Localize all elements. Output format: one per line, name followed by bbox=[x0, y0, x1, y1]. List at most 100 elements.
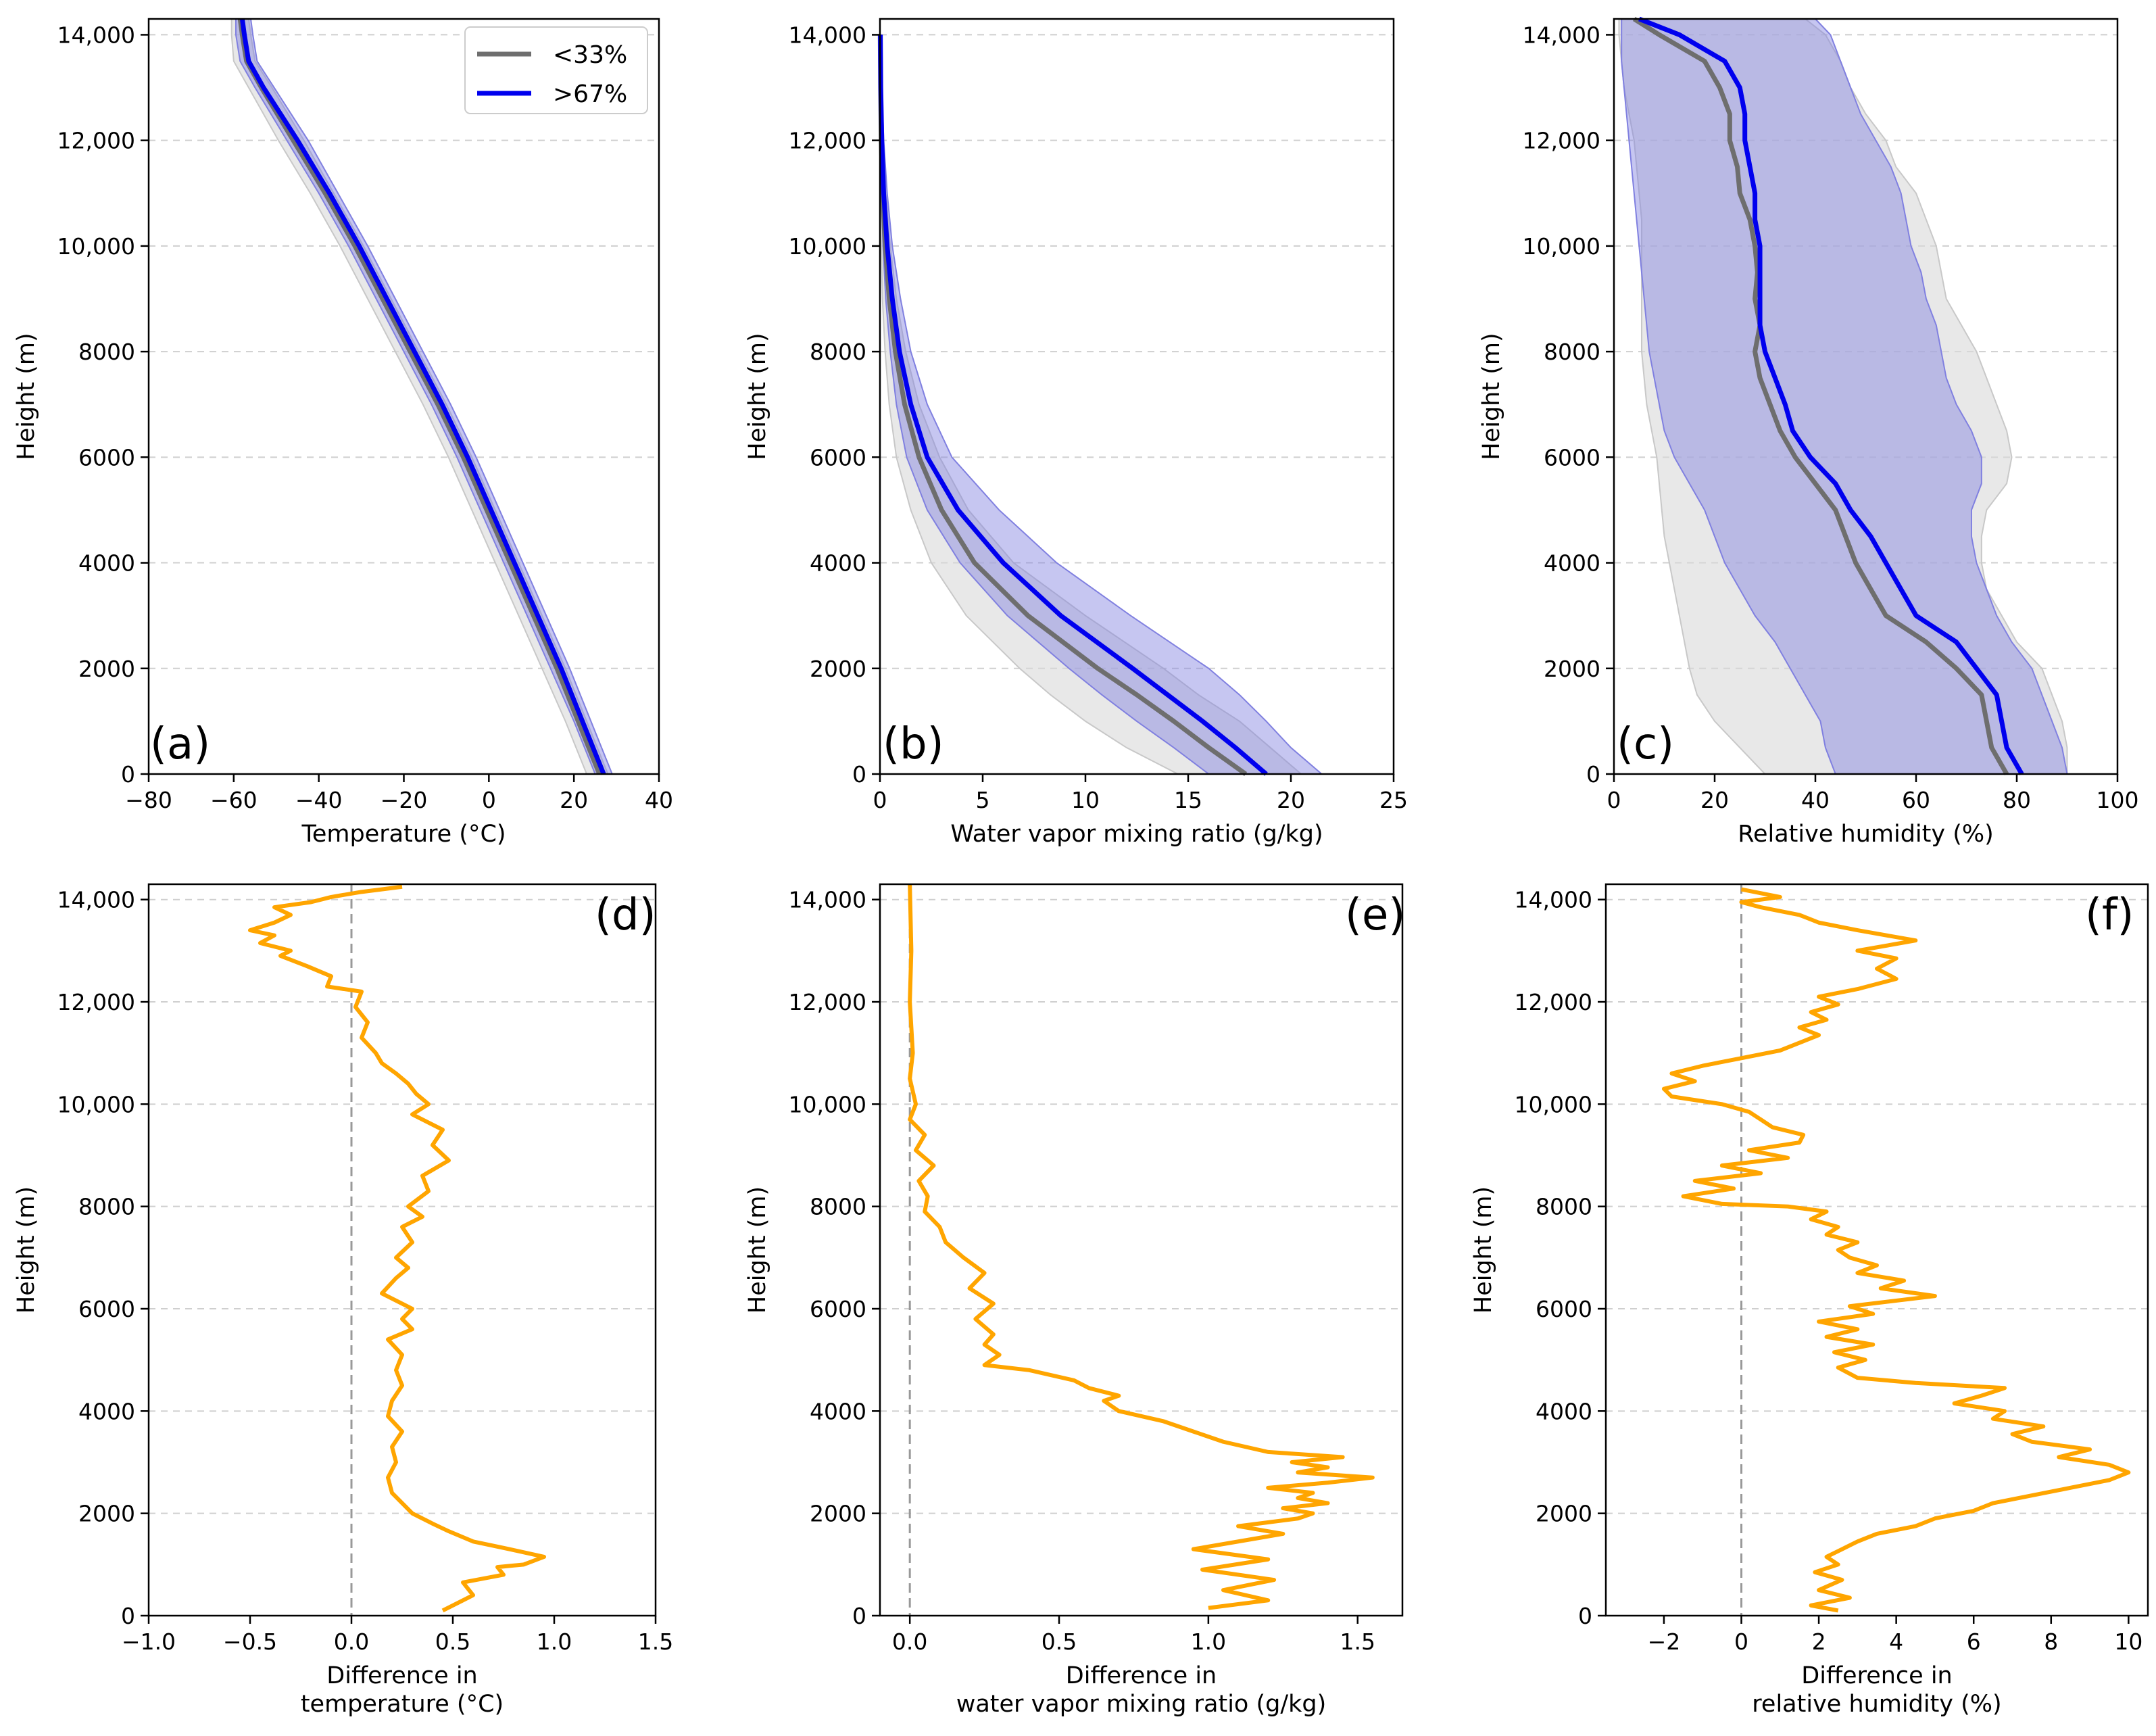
y-tick-label: 8000 bbox=[810, 1194, 866, 1220]
y-tick-label: 12,000 bbox=[57, 989, 135, 1015]
y-tick-label: 6000 bbox=[78, 1296, 135, 1322]
x-tick-label: 0.0 bbox=[892, 1629, 927, 1655]
y-tick-label: 14,000 bbox=[57, 887, 135, 913]
panel-e-xlabel-line-2: water vapor mixing ratio (g/kg) bbox=[956, 1691, 1327, 1718]
y-tick-label: 4000 bbox=[810, 1398, 866, 1424]
panel-a: 0 2000 4000 6000 8000 10,000 12,000 14,000 −80 −6… bbox=[13, 18, 673, 848]
panel-a-ticks: 0 2000 4000 6000 8000 10,000 12,000 14,000 −80 −6… bbox=[57, 22, 673, 813]
x-tick-label: 0 bbox=[1607, 787, 1621, 813]
difference-line bbox=[908, 884, 1375, 1610]
x-tick-label: −60 bbox=[210, 787, 258, 813]
x-tick-label: 20 bbox=[1700, 787, 1729, 813]
panel-e-xlabel-line-1: Difference in bbox=[1066, 1662, 1217, 1689]
x-tick-label: −40 bbox=[295, 787, 343, 813]
x-tick-label: −20 bbox=[381, 787, 428, 813]
y-tick-label: 10,000 bbox=[789, 1091, 866, 1117]
x-tick-label: 100 bbox=[2097, 787, 2139, 813]
panel-f-frame bbox=[1604, 883, 2149, 1617]
panel-e-letter: (e) bbox=[1345, 890, 1405, 940]
panel-f-ticks: 0 2000 4000 6000 8000 10,000 12,000 14,000 −2 0 2 4… bbox=[1515, 887, 2143, 1655]
panel-f-xlabel-line-2: relative humidity (%) bbox=[1752, 1691, 2001, 1718]
y-tick-label: 0 bbox=[121, 1603, 135, 1629]
panel-f-lines bbox=[1661, 884, 2131, 1616]
y-tick-label: 6000 bbox=[810, 444, 866, 471]
mean-line-high bbox=[1638, 16, 2024, 775]
y-tick-label: 14,000 bbox=[1515, 887, 1592, 913]
panel-d-grid bbox=[149, 898, 656, 1616]
panel-b-frame bbox=[879, 18, 1395, 775]
panel-e-grid bbox=[880, 898, 1402, 1616]
y-tick-label: 0 bbox=[852, 761, 866, 788]
y-tick-label: 6000 bbox=[1544, 444, 1600, 471]
panel-d-ticks: 0 2000 4000 6000 8000 10,000 12,000 14,000 −1.0 −… bbox=[57, 887, 674, 1655]
y-tick-label: 4000 bbox=[1544, 550, 1600, 577]
y-tick-label: 2000 bbox=[810, 1501, 866, 1527]
panel-e-lines bbox=[908, 884, 1375, 1616]
x-tick-label: 0 bbox=[1734, 1629, 1748, 1655]
panel-d-ylabel: Height (m) bbox=[13, 1186, 40, 1313]
y-tick-label: 12,000 bbox=[789, 989, 866, 1015]
y-tick-label: 10,000 bbox=[1523, 233, 1600, 260]
mean-line-low bbox=[1632, 17, 2009, 775]
legend-label-low: <33% bbox=[553, 41, 627, 69]
panel-c: 0 2000 4000 6000 8000 10,000 12,000 14,000 0 20 40… bbox=[1478, 16, 2139, 848]
x-tick-label: 4 bbox=[1889, 1629, 1903, 1655]
panel-b-ylabel: Height (m) bbox=[744, 333, 771, 460]
x-tick-label: 10 bbox=[2114, 1629, 2142, 1655]
y-tick-label: 12,000 bbox=[1523, 128, 1600, 154]
x-tick-label: −2 bbox=[1648, 1629, 1681, 1655]
panel-c-ticks: 0 2000 4000 6000 8000 10,000 12,000 14,000 0 20 40… bbox=[1523, 22, 2139, 813]
y-tick-label: 6000 bbox=[78, 444, 135, 471]
y-tick-label: 6000 bbox=[810, 1296, 866, 1322]
y-tick-label: 2000 bbox=[78, 656, 135, 682]
panel-f-letter: (f) bbox=[2085, 890, 2134, 940]
panel-c-frame bbox=[1613, 18, 2119, 775]
legend: <33% >67% bbox=[464, 26, 648, 114]
panel-a-lines bbox=[237, 18, 606, 775]
y-tick-label: 8000 bbox=[1536, 1194, 1592, 1220]
y-tick-label: 10,000 bbox=[1515, 1091, 1592, 1117]
x-tick-label: 5 bbox=[976, 787, 990, 813]
x-tick-label: 40 bbox=[1801, 787, 1830, 813]
x-tick-label: 0.5 bbox=[435, 1629, 470, 1655]
y-tick-label: 8000 bbox=[1544, 339, 1600, 365]
y-tick-label: 8000 bbox=[810, 339, 866, 365]
y-tick-label: 12,000 bbox=[789, 128, 866, 154]
panel-b-xlabel: Water vapor mixing ratio (g/kg) bbox=[950, 821, 1323, 848]
panel-a-xlabel: Temperature (°C) bbox=[301, 821, 506, 848]
panel-f-ylabel: Height (m) bbox=[1470, 1186, 1497, 1313]
y-tick-label: 8000 bbox=[78, 1194, 135, 1220]
mean-line-high bbox=[239, 18, 606, 775]
panel-c-bands bbox=[1618, 18, 2068, 775]
x-tick-label: −1.0 bbox=[122, 1629, 176, 1655]
y-tick-label: 2000 bbox=[1544, 656, 1600, 682]
legend-label-high: >67% bbox=[553, 80, 627, 108]
y-tick-label: 4000 bbox=[1536, 1398, 1592, 1424]
spread-band-high bbox=[879, 34, 1324, 775]
y-tick-label: 8000 bbox=[78, 339, 135, 365]
x-tick-label: −0.5 bbox=[223, 1629, 277, 1655]
panel-c-lines bbox=[1632, 16, 2024, 775]
panel-c-xlabel: Relative humidity (%) bbox=[1738, 821, 1994, 848]
y-tick-label: 2000 bbox=[1536, 1501, 1592, 1527]
x-tick-label: 1.5 bbox=[638, 1629, 673, 1655]
mean-line-high bbox=[878, 34, 1268, 776]
difference-line bbox=[248, 884, 546, 1613]
panel-f-grid bbox=[1606, 898, 2148, 1616]
panel-d-frame bbox=[147, 883, 657, 1617]
x-tick-label: 6 bbox=[1967, 1629, 1981, 1655]
x-tick-label: 8 bbox=[2044, 1629, 2058, 1655]
y-tick-label: 4000 bbox=[78, 1398, 135, 1424]
x-tick-label: 2 bbox=[1812, 1629, 1826, 1655]
panel-a-frame bbox=[147, 18, 660, 775]
y-tick-label: 0 bbox=[1586, 761, 1600, 788]
x-tick-label: 25 bbox=[1379, 787, 1408, 813]
x-tick-label: 60 bbox=[1902, 787, 1930, 813]
panel-d: 0 2000 4000 6000 8000 10,000 12,000 14,000 −1.0 −… bbox=[13, 883, 674, 1718]
y-tick-label: 10,000 bbox=[57, 233, 135, 260]
panel-b-ticks: 0 2000 4000 6000 8000 10,000 12,000 14,000 0 5 10 1… bbox=[789, 22, 1408, 813]
y-tick-label: 0 bbox=[121, 761, 135, 788]
panel-a-grid bbox=[149, 34, 659, 775]
x-tick-label: 10 bbox=[1071, 787, 1100, 813]
